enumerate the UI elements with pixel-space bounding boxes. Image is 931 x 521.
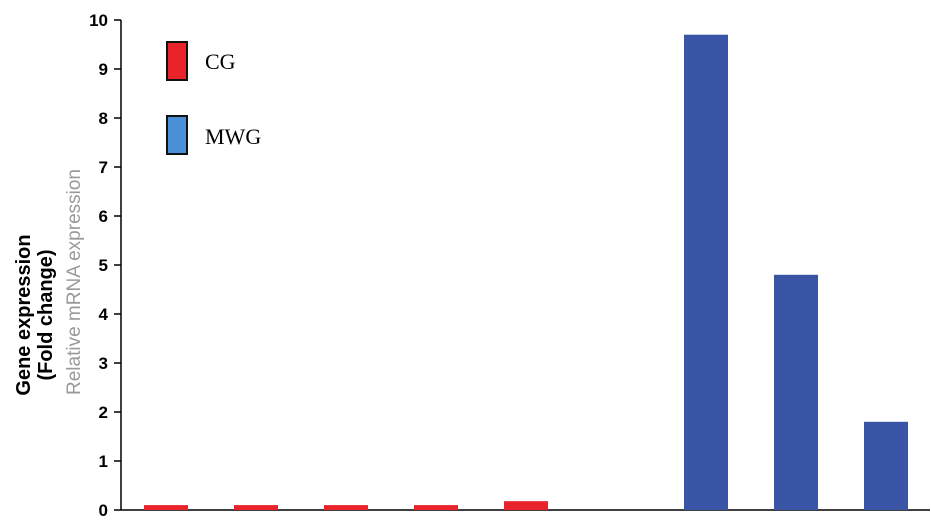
y-tick-label: 2 — [99, 403, 108, 422]
y-tick-label: 3 — [99, 354, 108, 373]
bar-cg-1 — [234, 505, 278, 510]
y-tick-label: 10 — [89, 11, 108, 30]
y-tick-label: 4 — [99, 305, 109, 324]
y-tick-label: 5 — [99, 256, 108, 275]
y-tick-label: 8 — [99, 109, 108, 128]
legend-swatch-cg — [166, 41, 188, 81]
y-tick-label: 0 — [99, 501, 108, 520]
bar-cg-0 — [144, 505, 188, 510]
bar-mwg-8 — [864, 421, 908, 510]
y-tick-label: 6 — [99, 207, 108, 226]
y-axis-label-line-1: Gene expression — [13, 234, 35, 395]
bar-cg-2 — [324, 505, 368, 510]
y-ticks: 0 1 2 3 4 5 6 7 8 9 10 — [89, 11, 121, 520]
legend: CG MWG — [166, 41, 261, 155]
legend-label-mwg: MWG — [205, 124, 261, 149]
bar-cg-4 — [504, 501, 548, 510]
bar-mwg-7 — [774, 274, 818, 510]
y-tick-label: 1 — [99, 452, 108, 471]
bar-mwg-6 — [684, 34, 728, 510]
legend-swatch-mwg — [166, 115, 188, 155]
y-tick-label: 7 — [99, 158, 108, 177]
bar-cg-3 — [414, 505, 458, 510]
bars — [144, 34, 908, 510]
y-axis-label-line-2: (Fold change) — [35, 249, 57, 380]
y-tick-label: 9 — [99, 60, 108, 79]
y-axis-underlay-label: Relative mRNA expression — [64, 169, 85, 395]
legend-label-cg: CG — [205, 49, 236, 74]
